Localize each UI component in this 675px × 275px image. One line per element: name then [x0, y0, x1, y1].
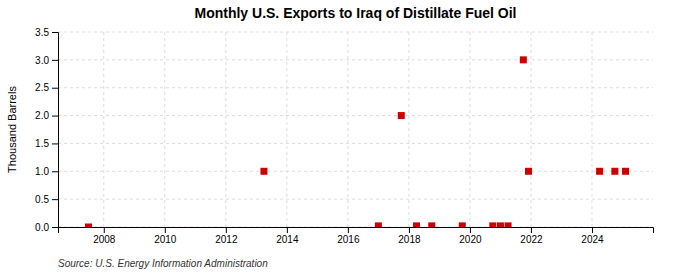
- tick: 3.0: [35, 55, 58, 66]
- grid-line-x: [225, 32, 226, 227]
- tick-mark: [52, 227, 58, 228]
- y-axis-label: Thousand Barrels: [6, 86, 18, 173]
- grid-line-x: [530, 32, 531, 227]
- grid-line-y: [58, 32, 653, 33]
- x-axis: 2008 2010 2012 2014 2016 2018 2020 2022 2024: [59, 227, 654, 245]
- point: [459, 222, 466, 227]
- point: [489, 222, 496, 227]
- points: [85, 56, 629, 227]
- y-axis: 0.0 0.5 1.0 1.5 2.0 2.5 3.0 3.5: [35, 27, 58, 233]
- grid-line-y: [58, 199, 653, 200]
- grid-line-x: [164, 32, 165, 227]
- tick-mark: [52, 88, 58, 89]
- grid-line-y: [58, 143, 653, 144]
- tick-mark: [52, 32, 58, 33]
- point: [622, 168, 629, 175]
- tick-mark: [52, 199, 58, 200]
- tick-mark: [104, 227, 105, 233]
- tick-mark: [409, 227, 410, 233]
- tick: 2012: [215, 227, 238, 245]
- tick-label: 2.0: [35, 110, 49, 121]
- tick-mark: [165, 227, 166, 233]
- tick-mark: [226, 227, 227, 233]
- point: [260, 168, 267, 175]
- tick-mark: [470, 227, 471, 233]
- axis-line: [59, 228, 654, 234]
- title: Monthly U.S. Exports to Iraq of Distilla…: [194, 5, 516, 21]
- grid-line-x: [286, 32, 287, 227]
- point: [505, 222, 512, 227]
- tick-label: 0.5: [35, 194, 49, 205]
- tick: 3.5: [35, 27, 58, 38]
- axis-line: [52, 33, 59, 228]
- tick-label: 2022: [520, 234, 543, 245]
- tick: 2022: [520, 227, 543, 245]
- tick-label: 3.0: [35, 55, 49, 66]
- tick: 2010: [154, 227, 177, 245]
- grid-line-x: [469, 32, 470, 227]
- tick-label: 2018: [398, 234, 421, 245]
- tick: 1.0: [35, 166, 58, 177]
- grid-line-x: [347, 32, 348, 227]
- tick: 1.5: [35, 138, 58, 149]
- chart: 2008201020122014201620182020202220240.00…: [0, 0, 675, 275]
- grid-line-y: [58, 171, 653, 172]
- tick: 2018: [398, 227, 421, 245]
- tick-label: 2024: [581, 234, 604, 245]
- grid: [58, 32, 653, 227]
- point: [596, 168, 603, 175]
- tick: 2008: [93, 227, 116, 245]
- plot-area: 2008201020122014201620182020202220240.00…: [35, 27, 653, 245]
- tick-label: 1.5: [35, 138, 49, 149]
- tick-label: 2008: [93, 234, 116, 245]
- point: [525, 168, 532, 175]
- tick: 2.5: [35, 82, 58, 93]
- grid-line-x: [408, 32, 409, 227]
- tick-label: 1.0: [35, 166, 49, 177]
- tick-label: 2016: [337, 234, 360, 245]
- tick-label: 0.0: [35, 222, 49, 233]
- point: [398, 112, 405, 119]
- tick-label: 2.5: [35, 82, 49, 93]
- tick: 2.0: [35, 110, 58, 121]
- tick-mark: [348, 227, 349, 233]
- point: [520, 56, 527, 63]
- tick-label: 3.5: [35, 27, 49, 38]
- grid-line-y: [58, 87, 653, 88]
- tick-mark: [531, 227, 532, 233]
- tick: 2014: [276, 227, 299, 245]
- point: [611, 168, 618, 175]
- tick: 0.5: [35, 194, 58, 205]
- tick-mark: [592, 227, 593, 233]
- annotation: Source: U.S. Energy Information Administ…: [58, 258, 268, 269]
- tick-mark: [287, 227, 288, 233]
- tick-mark: [52, 171, 58, 172]
- tick: 2020: [459, 227, 482, 245]
- grid-line-x: [591, 32, 592, 227]
- point: [413, 222, 420, 227]
- tick-label: 2014: [276, 234, 299, 245]
- grid-line-y: [58, 115, 653, 116]
- point: [497, 222, 504, 227]
- point: [428, 222, 435, 227]
- tick-label: 2012: [215, 234, 238, 245]
- tick: 0.0: [35, 222, 58, 233]
- tick-label: 2010: [154, 234, 177, 245]
- tick-mark: [52, 60, 58, 61]
- tick-mark: [52, 143, 58, 144]
- tick-mark: [52, 116, 58, 117]
- point: [85, 224, 92, 228]
- grid-line-x: [103, 32, 104, 227]
- grid-line-y: [58, 59, 653, 60]
- tick: 2024: [581, 227, 604, 245]
- tick: 2016: [337, 227, 360, 245]
- tick-label: 2020: [459, 234, 482, 245]
- point: [375, 222, 382, 227]
